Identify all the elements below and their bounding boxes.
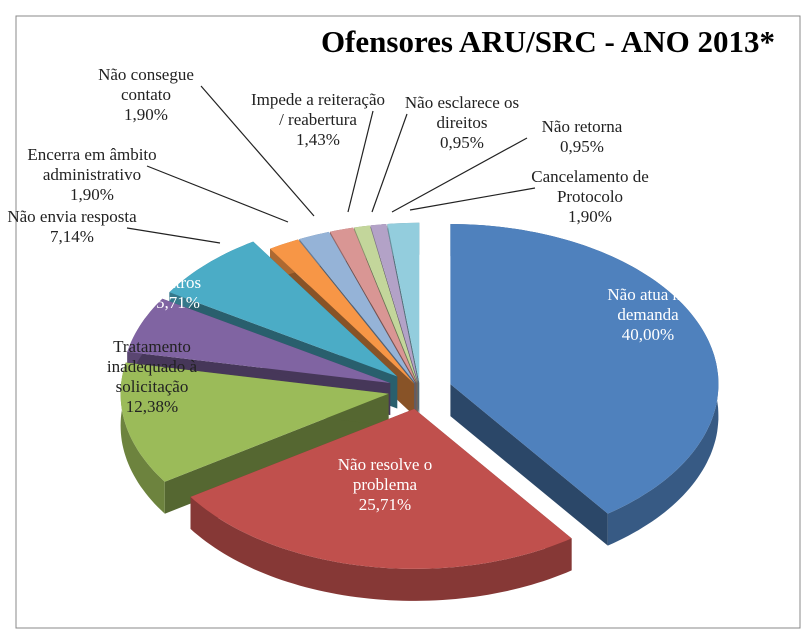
category-line: contato <box>121 85 171 104</box>
value-label: 1,90% <box>70 185 114 204</box>
slice-wall <box>190 496 572 601</box>
slice <box>190 408 572 569</box>
value-label: 1,43% <box>296 130 340 149</box>
category-line: Cancelamento de <box>531 167 649 186</box>
value-label: 0,95% <box>560 137 604 156</box>
slice-wall <box>120 362 165 514</box>
value-label: 5,71% <box>156 293 200 312</box>
category-label: Não envia resposta <box>7 207 137 226</box>
category-line: solicitação <box>116 377 189 396</box>
slice <box>270 239 415 384</box>
slice-side <box>450 384 608 546</box>
category-label: Não atua na demanda <box>607 285 689 324</box>
slice <box>387 222 420 383</box>
category-line: Impede a reiteração <box>251 90 385 109</box>
category-line: Não envia resposta <box>7 207 137 226</box>
leader-line <box>371 113 408 213</box>
value-label: 0,95% <box>440 133 484 152</box>
slice <box>120 362 389 482</box>
value-label: 25,71% <box>359 495 411 514</box>
slice <box>450 224 719 514</box>
leader-line <box>391 137 528 213</box>
slice <box>370 224 419 383</box>
category-line: problema <box>353 475 418 494</box>
category-line: Protocolo <box>557 187 623 206</box>
category-label: Outros <box>155 273 201 292</box>
slice-side <box>164 393 389 514</box>
category-line: direitos <box>437 113 488 132</box>
value-label: 12,38% <box>126 397 178 416</box>
value-label: 7,14% <box>50 227 94 246</box>
category-line: demanda <box>617 305 679 324</box>
category-line: Não retorna <box>542 117 623 136</box>
category-line: Não esclarece os <box>405 93 519 112</box>
value-label: 40,00% <box>622 325 674 344</box>
category-line: Não resolve o <box>338 455 432 474</box>
category-line: Tratamento <box>113 337 191 356</box>
category-label: Não resolve o problema <box>338 455 432 494</box>
category-label: Impede a reiteração / reabertura <box>251 90 385 129</box>
slice <box>169 241 398 377</box>
leader-line <box>146 165 289 223</box>
category-line: Encerra em âmbito <box>27 145 156 164</box>
category-label: Não retorna <box>542 117 623 136</box>
slice <box>299 231 416 384</box>
slice <box>330 227 417 384</box>
leader-line <box>409 187 536 211</box>
category-line: inadequado à <box>107 357 198 376</box>
chart-title: Ofensores ARU/SRC - ANO 2013* <box>321 24 775 59</box>
category-label: Cancelamento de Protocolo <box>531 167 649 206</box>
value-label: 1,90% <box>124 105 168 124</box>
category-line: Não atua na <box>607 285 689 304</box>
slice <box>127 298 391 383</box>
slice <box>354 225 418 383</box>
leader-line <box>200 85 315 217</box>
category-label: Tratamento inadequado à solicitação <box>107 337 198 396</box>
category-line: / reabertura <box>279 110 357 129</box>
leader-line <box>347 110 374 213</box>
category-line: administrativo <box>43 165 141 184</box>
category-line: Não consegue <box>98 65 194 84</box>
category-label: Encerra em âmbito administrativo <box>27 145 156 184</box>
category-label: Não consegue contato <box>98 65 194 104</box>
leader-line <box>126 227 221 244</box>
category-label: Não esclarece os direitos <box>405 93 519 132</box>
value-label: 1,90% <box>568 207 612 226</box>
category-line: Outros <box>155 273 201 292</box>
